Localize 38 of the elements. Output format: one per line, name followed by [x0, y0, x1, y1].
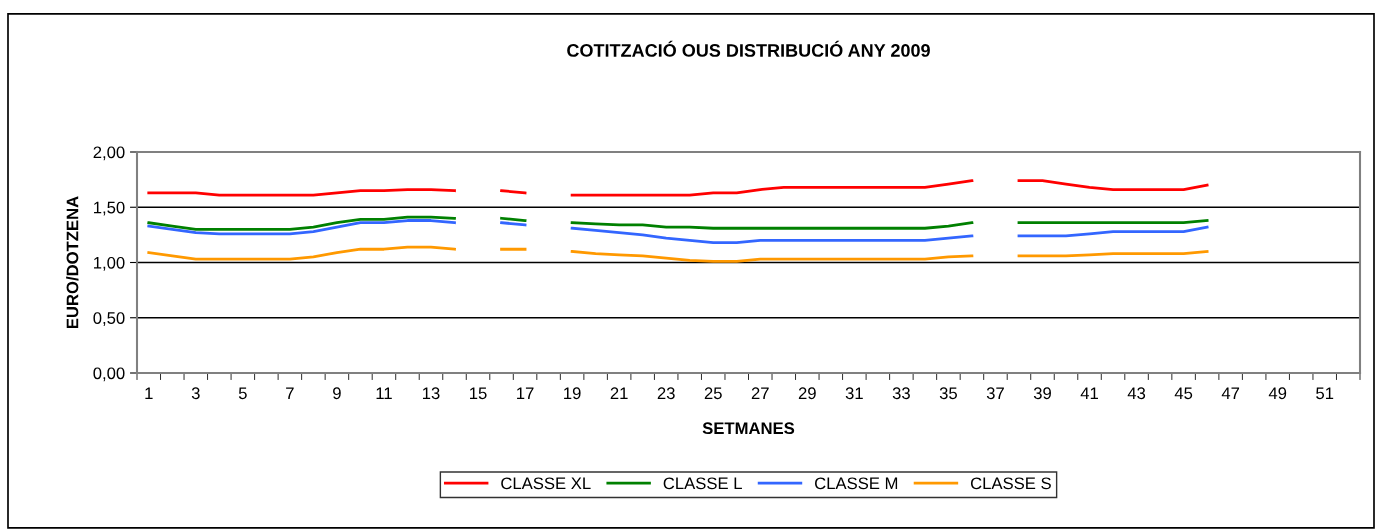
x-tick-label: 19: [564, 387, 581, 400]
y-tick-label: 2,00: [93, 146, 125, 161]
x-tick-label: 7: [286, 387, 294, 399]
x-tick-label: 25: [704, 387, 722, 400]
x-tick-label: 23: [657, 387, 675, 400]
x-tick-label: 5: [238, 387, 247, 400]
x-tick-label: 17: [517, 387, 534, 399]
x-tick-label: 31: [845, 387, 863, 400]
chart-title: COTITZACIÓ OUS DISTRIBUCIÓ ANY 2009: [567, 40, 930, 57]
legend-label: CLASSE S: [970, 477, 1051, 490]
x-tick-label: 43: [1127, 387, 1146, 400]
x-tick-label: 37: [986, 387, 1004, 400]
x-tick-label: 39: [1033, 387, 1051, 400]
x-axis-title: SETMANES: [702, 422, 795, 435]
x-tick-label: 9: [333, 387, 341, 400]
x-tick-label: 3: [191, 387, 200, 400]
y-tick-label: 1,50: [94, 201, 125, 216]
x-tick-label: 1: [145, 387, 153, 399]
legend-label: CLASSE XL: [501, 477, 591, 490]
x-tick-label: 27: [751, 387, 769, 399]
x-tick-label: 35: [939, 387, 957, 400]
x-tick-label: 29: [798, 387, 816, 400]
y-tick-label: 0,00: [93, 367, 125, 382]
x-tick-label: 13: [422, 387, 440, 400]
x-tick-label: 15: [470, 387, 487, 400]
x-tick-label: 51: [1316, 387, 1334, 400]
legend-label: CLASSE L: [663, 477, 742, 490]
x-tick-label: 47: [1221, 387, 1240, 399]
x-tick-label: 11: [376, 387, 392, 399]
y-tick-label: 0,50: [93, 312, 125, 326]
x-tick-label: 33: [892, 387, 910, 400]
x-tick-label: 45: [1174, 387, 1193, 400]
x-tick-label: 41: [1080, 387, 1098, 399]
x-tick-label: 49: [1268, 387, 1287, 400]
y-tick-label: 1,00: [94, 256, 125, 271]
y-axis-title: EURO/DOTZENA: [66, 196, 79, 329]
x-tick-label: 21: [610, 387, 628, 399]
legend-label: CLASSE M: [815, 477, 898, 490]
